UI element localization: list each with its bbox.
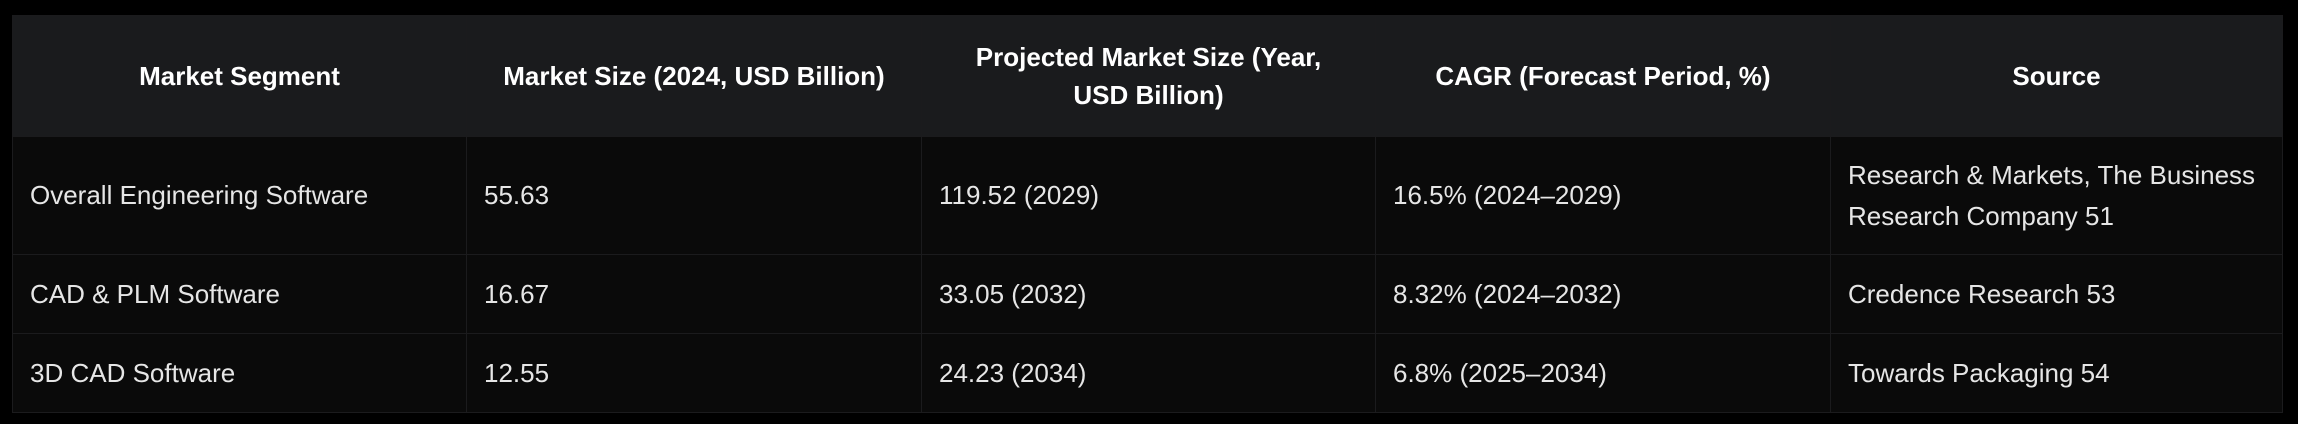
cell-projected: 119.52 (2029): [921, 136, 1376, 255]
cell-cagr: 8.32% (2024–2032): [1375, 254, 1831, 334]
cell-projected: 24.23 (2034): [921, 333, 1376, 413]
cell-market-size: 16.67: [466, 254, 922, 334]
cell-source: Credence Research 53: [1830, 254, 2283, 334]
header-projected-market-size: Projected Market Size (Year, USD Billion…: [921, 15, 1376, 137]
cell-source: Towards Packaging 54: [1830, 333, 2283, 413]
cell-projected: 33.05 (2032): [921, 254, 1376, 334]
cell-market-size: 55.63: [466, 136, 922, 255]
cell-cagr: 6.8% (2025–2034): [1375, 333, 1831, 413]
cell-segment: Overall Engineering Software: [12, 136, 467, 255]
market-table: Market Segment Market Size (2024, USD Bi…: [12, 15, 2283, 413]
cell-segment: 3D CAD Software: [12, 333, 467, 413]
cell-segment: CAD & PLM Software: [12, 254, 467, 334]
table-row: 3D CAD Software 12.55 24.23 (2034) 6.8% …: [12, 333, 2283, 413]
header-market-segment: Market Segment: [12, 15, 467, 137]
header-cagr: CAGR (Forecast Period, %): [1375, 15, 1831, 137]
cell-source: Research & Markets, The Business Researc…: [1830, 136, 2283, 255]
header-market-size-2024: Market Size (2024, USD Billion): [466, 15, 922, 137]
cell-market-size: 12.55: [466, 333, 922, 413]
header-row: Market Segment Market Size (2024, USD Bi…: [12, 15, 2283, 137]
header-source: Source: [1830, 15, 2283, 137]
cell-cagr: 16.5% (2024–2029): [1375, 136, 1831, 255]
table-row: Overall Engineering Software 55.63 119.5…: [12, 136, 2283, 255]
table-row: CAD & PLM Software 16.67 33.05 (2032) 8.…: [12, 254, 2283, 334]
